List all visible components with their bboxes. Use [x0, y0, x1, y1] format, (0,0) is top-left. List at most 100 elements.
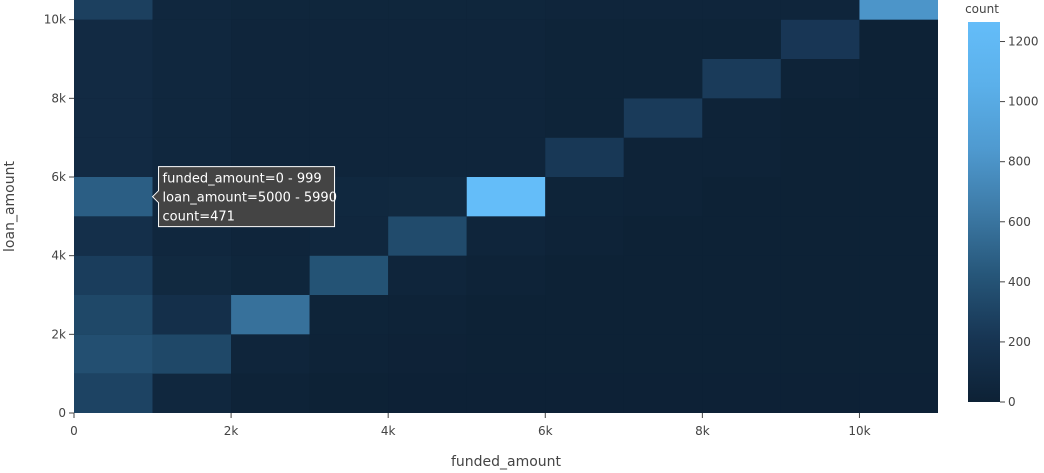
heatmap-cell[interactable]	[74, 137, 153, 177]
heatmap-cell[interactable]	[780, 137, 860, 177]
heatmap-cell[interactable]	[74, 59, 153, 99]
heatmap-cell[interactable]	[152, 19, 232, 60]
heatmap-cell[interactable]	[152, 0, 232, 20]
heatmap-cell[interactable]	[702, 216, 781, 256]
heatmap-cell[interactable]	[623, 177, 703, 217]
heatmap-cell[interactable]	[466, 59, 546, 99]
heatmap-cell[interactable]	[388, 255, 467, 295]
heatmap-cell[interactable]	[231, 19, 310, 60]
heatmap-cell[interactable]	[388, 59, 467, 99]
heatmap-cell[interactable]	[388, 137, 467, 177]
heatmap-cell[interactable]	[780, 177, 860, 217]
heatmap-cell[interactable]	[466, 177, 546, 217]
heatmap-cell[interactable]	[702, 177, 781, 217]
heatmap-cell[interactable]	[466, 0, 546, 20]
heatmap-cell[interactable]	[231, 255, 310, 295]
heatmap-cell[interactable]	[74, 177, 153, 217]
heatmap-cell[interactable]	[309, 19, 389, 60]
heatmap-cell[interactable]	[152, 59, 232, 99]
heatmap-cell[interactable]	[309, 373, 389, 413]
heatmap-cell[interactable]	[74, 373, 153, 413]
heatmap-cell[interactable]	[152, 373, 232, 413]
heatmap-cell[interactable]	[74, 334, 153, 374]
heatmap-cell[interactable]	[859, 98, 938, 138]
heatmap-cell[interactable]	[623, 373, 703, 413]
heatmap-cell[interactable]	[623, 137, 703, 177]
heatmap-cell[interactable]	[780, 59, 860, 99]
heatmap-cell[interactable]	[466, 19, 546, 60]
heatmap-cell[interactable]	[466, 334, 546, 374]
heatmap-cell[interactable]	[859, 334, 938, 374]
heatmap-cell[interactable]	[702, 59, 781, 99]
heatmap-cell[interactable]	[702, 98, 781, 138]
heatmap-cell[interactable]	[466, 295, 546, 335]
heatmap-cell[interactable]	[859, 295, 938, 335]
heatmap-cell[interactable]	[545, 255, 624, 295]
heatmap-cell[interactable]	[545, 216, 624, 256]
heatmap-cell[interactable]	[231, 295, 310, 335]
heatmap-cell[interactable]	[74, 216, 153, 256]
heatmap-cell[interactable]	[231, 98, 310, 138]
heatmap-cell[interactable]	[623, 334, 703, 374]
heatmap-cell[interactable]	[702, 19, 781, 60]
heatmap-cell[interactable]	[859, 216, 938, 256]
heatmap-cell[interactable]	[74, 0, 153, 20]
heatmap-cell[interactable]	[859, 137, 938, 177]
heatmap-cell[interactable]	[702, 0, 781, 20]
heatmap-cell[interactable]	[545, 177, 624, 217]
heatmap-cell[interactable]	[466, 255, 546, 295]
heatmap-cell[interactable]	[388, 216, 467, 256]
heatmap-cell[interactable]	[702, 334, 781, 374]
heatmap-cell[interactable]	[231, 59, 310, 99]
heatmap-cell[interactable]	[545, 137, 624, 177]
heatmap-cell[interactable]	[74, 295, 153, 335]
heatmap-cell[interactable]	[466, 137, 546, 177]
heatmap-cell[interactable]	[388, 295, 467, 335]
heatmap-cell[interactable]	[780, 334, 860, 374]
heatmap-cell[interactable]	[466, 216, 546, 256]
heatmap-cell[interactable]	[780, 98, 860, 138]
heatmap-cell[interactable]	[309, 0, 389, 20]
heatmap-cell[interactable]	[545, 295, 624, 335]
heatmap-cell[interactable]	[388, 98, 467, 138]
heatmap-cell[interactable]	[545, 19, 624, 60]
heatmap-cell[interactable]	[152, 98, 232, 138]
heatmap-cell[interactable]	[309, 98, 389, 138]
heatmap-cell[interactable]	[859, 255, 938, 295]
heatmap-cell[interactable]	[545, 373, 624, 413]
heatmap-cell[interactable]	[702, 255, 781, 295]
heatmap-cell[interactable]	[388, 19, 467, 60]
heatmap-cell[interactable]	[74, 255, 153, 295]
heatmap-cell[interactable]	[545, 98, 624, 138]
heatmap-cell[interactable]	[545, 334, 624, 374]
heatmap-cell[interactable]	[309, 255, 389, 295]
heatmap-cell[interactable]	[309, 295, 389, 335]
heatmap-cell[interactable]	[780, 373, 860, 413]
heatmap-cell[interactable]	[859, 59, 938, 99]
heatmap-cell[interactable]	[780, 255, 860, 295]
heatmap-cell[interactable]	[859, 373, 938, 413]
heatmap-cell[interactable]	[231, 334, 310, 374]
heatmap-cell[interactable]	[388, 334, 467, 374]
heatmap-cell[interactable]	[859, 0, 938, 20]
heatmap-cell[interactable]	[702, 137, 781, 177]
heatmap-cell[interactable]	[780, 295, 860, 335]
heatmap-cell[interactable]	[231, 373, 310, 413]
heatmap-cell[interactable]	[388, 177, 467, 217]
heatmap-cell[interactable]	[231, 0, 310, 20]
heatmap-cell[interactable]	[466, 373, 546, 413]
heatmap-cell[interactable]	[623, 98, 703, 138]
heatmap-cell[interactable]	[623, 19, 703, 60]
heatmap-cell[interactable]	[388, 373, 467, 413]
heatmap-cell[interactable]	[545, 0, 624, 20]
heatmap-cell[interactable]	[152, 334, 232, 374]
heatmap-cell[interactable]	[623, 0, 703, 20]
heatmap-cell[interactable]	[780, 19, 860, 60]
heatmap-cell[interactable]	[74, 19, 153, 60]
heatmap-cell[interactable]	[74, 98, 153, 138]
heatmap-cell[interactable]	[623, 255, 703, 295]
heatmap-cell[interactable]	[152, 255, 232, 295]
heatmap-cell[interactable]	[623, 295, 703, 335]
heatmap-cell[interactable]	[309, 59, 389, 99]
heatmap-cell[interactable]	[623, 216, 703, 256]
